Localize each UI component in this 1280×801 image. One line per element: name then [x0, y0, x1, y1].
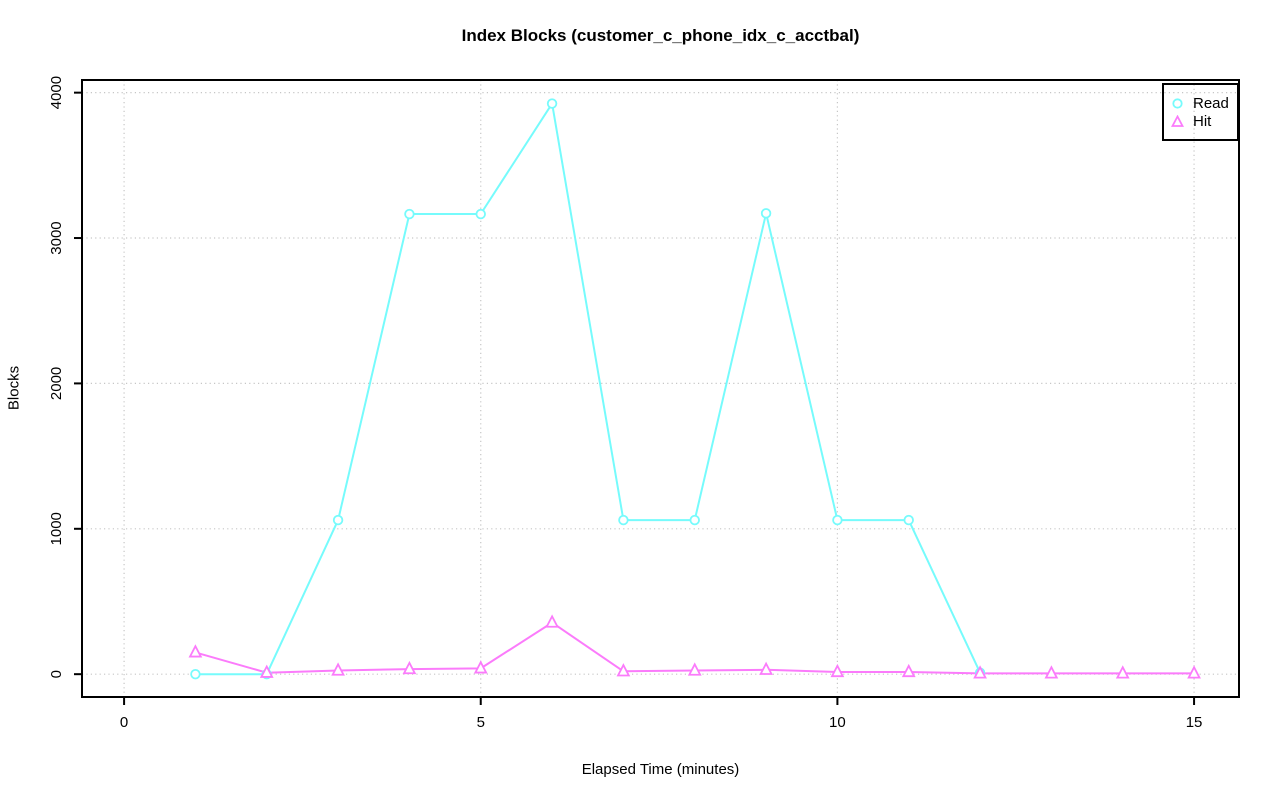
- legend-box: Read Hit: [1162, 83, 1239, 141]
- plot-border: [81, 79, 1240, 698]
- chart-title: Index Blocks (customer_c_phone_idx_c_acc…: [461, 26, 860, 45]
- series-read-line: [194, 102, 982, 676]
- legend-read-label: Read: [1193, 94, 1229, 112]
- svg-text:3000: 3000: [48, 221, 65, 254]
- svg-text:0: 0: [48, 670, 65, 678]
- svg-text:4000: 4000: [48, 76, 65, 109]
- legend-entry-read: Read: [1171, 96, 1237, 111]
- legend-hit-label: Hit: [1193, 112, 1212, 130]
- gridlines: [82, 80, 1239, 697]
- svg-text:0: 0: [120, 714, 128, 731]
- legend-entry-hit: Hit: [1171, 114, 1237, 129]
- svg-text:2000: 2000: [48, 367, 65, 400]
- series-hit-markers: [188, 614, 1201, 679]
- legend-hit-triangle-icon: [1171, 114, 1184, 127]
- legend-read-circle-icon: [1172, 97, 1183, 109]
- svg-text:15: 15: [1186, 714, 1203, 731]
- x-tick-labels: 0 5 10 15: [120, 714, 1202, 731]
- axis-ticks: [74, 91, 1196, 705]
- x-axis-title: Elapsed Time (minutes): [581, 761, 740, 778]
- svg-text:5: 5: [477, 714, 485, 731]
- y-tick-labels: 0 1000 2000 3000 4000: [48, 76, 65, 678]
- svg-text:1000: 1000: [48, 512, 65, 545]
- y-axis-title: Blocks: [5, 365, 23, 411]
- svg-text:10: 10: [829, 714, 846, 731]
- series-read-markers: [190, 98, 986, 680]
